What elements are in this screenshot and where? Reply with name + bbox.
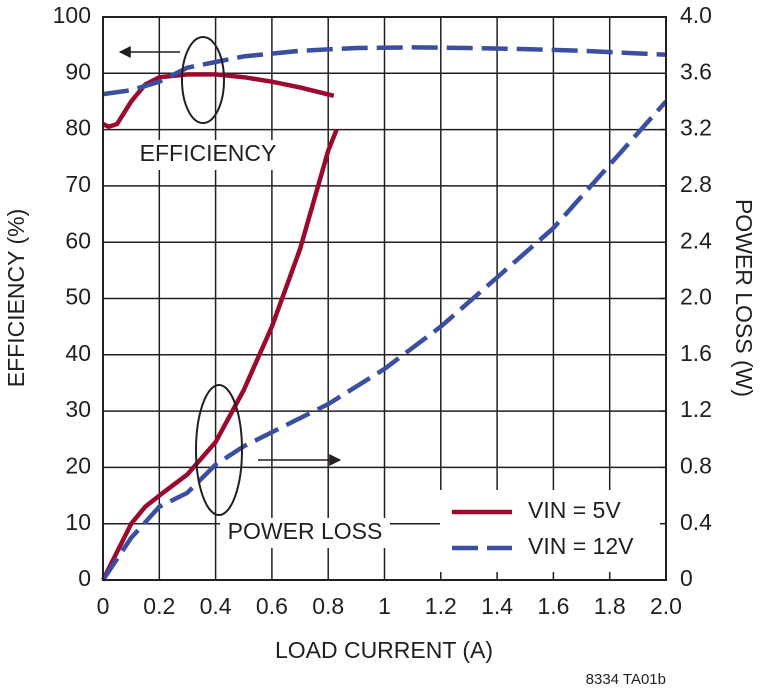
series-line	[100, 128, 339, 582]
y2-tick-label: 0.8	[680, 452, 712, 478]
x-axis-label: LOAD CURRENT (A)	[275, 637, 493, 663]
y-tick-label: 70	[65, 171, 91, 197]
x-tick-label: 0	[97, 593, 110, 619]
x-tick-label: 1.4	[481, 593, 513, 619]
efficiency-ellipse	[181, 36, 225, 124]
annotation: EFFICIENCY	[140, 140, 277, 166]
y2-tick-label: 1.6	[680, 340, 712, 366]
x-tick-label: 0.2	[143, 593, 175, 619]
x-tick-label: 1	[378, 593, 391, 619]
x-tick-label: 1.6	[537, 593, 569, 619]
y-tick-label: 30	[65, 396, 91, 422]
y-tick-label: 40	[65, 340, 91, 366]
y-tick-label: 100	[53, 2, 91, 28]
power-loss-ellipse	[195, 384, 243, 516]
annotation-bg	[220, 518, 390, 548]
legend-bg	[440, 490, 660, 572]
y2-tick-label: 2.0	[680, 284, 712, 310]
y2-tick-label: 2.8	[680, 171, 712, 197]
x-tick-label: 0.6	[256, 593, 288, 619]
y-tick-label: 10	[65, 509, 91, 535]
y2-tick-label: 2.4	[680, 227, 712, 253]
y-tick-label: 20	[65, 452, 91, 478]
x-tick-label: 2.0	[650, 593, 682, 619]
annotation-bg	[138, 140, 280, 170]
y-tick-label: 0	[78, 565, 91, 591]
x-tick-label: 1.8	[594, 593, 626, 619]
y2-tick-label: 0	[680, 565, 693, 591]
plot-frame	[102, 16, 667, 581]
x-tick-label: 1.2	[425, 593, 457, 619]
legend: VIN = 5V VIN = 12V	[452, 497, 634, 559]
y-tick-label: 80	[65, 115, 91, 141]
y-tick-label: 50	[65, 284, 91, 310]
series-line	[102, 45, 667, 97]
y-tick-label: 60	[65, 227, 91, 253]
y2-tick-label: 0.4	[680, 509, 712, 535]
footnote: 8334 TA01b	[586, 671, 666, 688]
series-line	[101, 99, 668, 582]
y-tick-label: 90	[65, 58, 91, 84]
x-tick-label: 0.8	[312, 593, 344, 619]
legend-label: VIN = 5V	[528, 497, 621, 523]
x-tick-label: 0.4	[200, 593, 232, 619]
legend-label: VIN = 12V	[528, 533, 634, 559]
lines	[100, 45, 668, 582]
y2-tick-label: 1.2	[680, 396, 712, 422]
y2-tick-label: 4.0	[680, 2, 712, 28]
y2-tick-label: 3.2	[680, 115, 712, 141]
y2-tick-label: 3.6	[680, 58, 712, 84]
series-line	[101, 72, 335, 130]
y-axis-label: EFFICIENCY (%)	[3, 209, 29, 387]
y2-axis-label: POWER LOSS (W)	[731, 199, 757, 397]
annotation: POWER LOSS	[228, 518, 383, 544]
